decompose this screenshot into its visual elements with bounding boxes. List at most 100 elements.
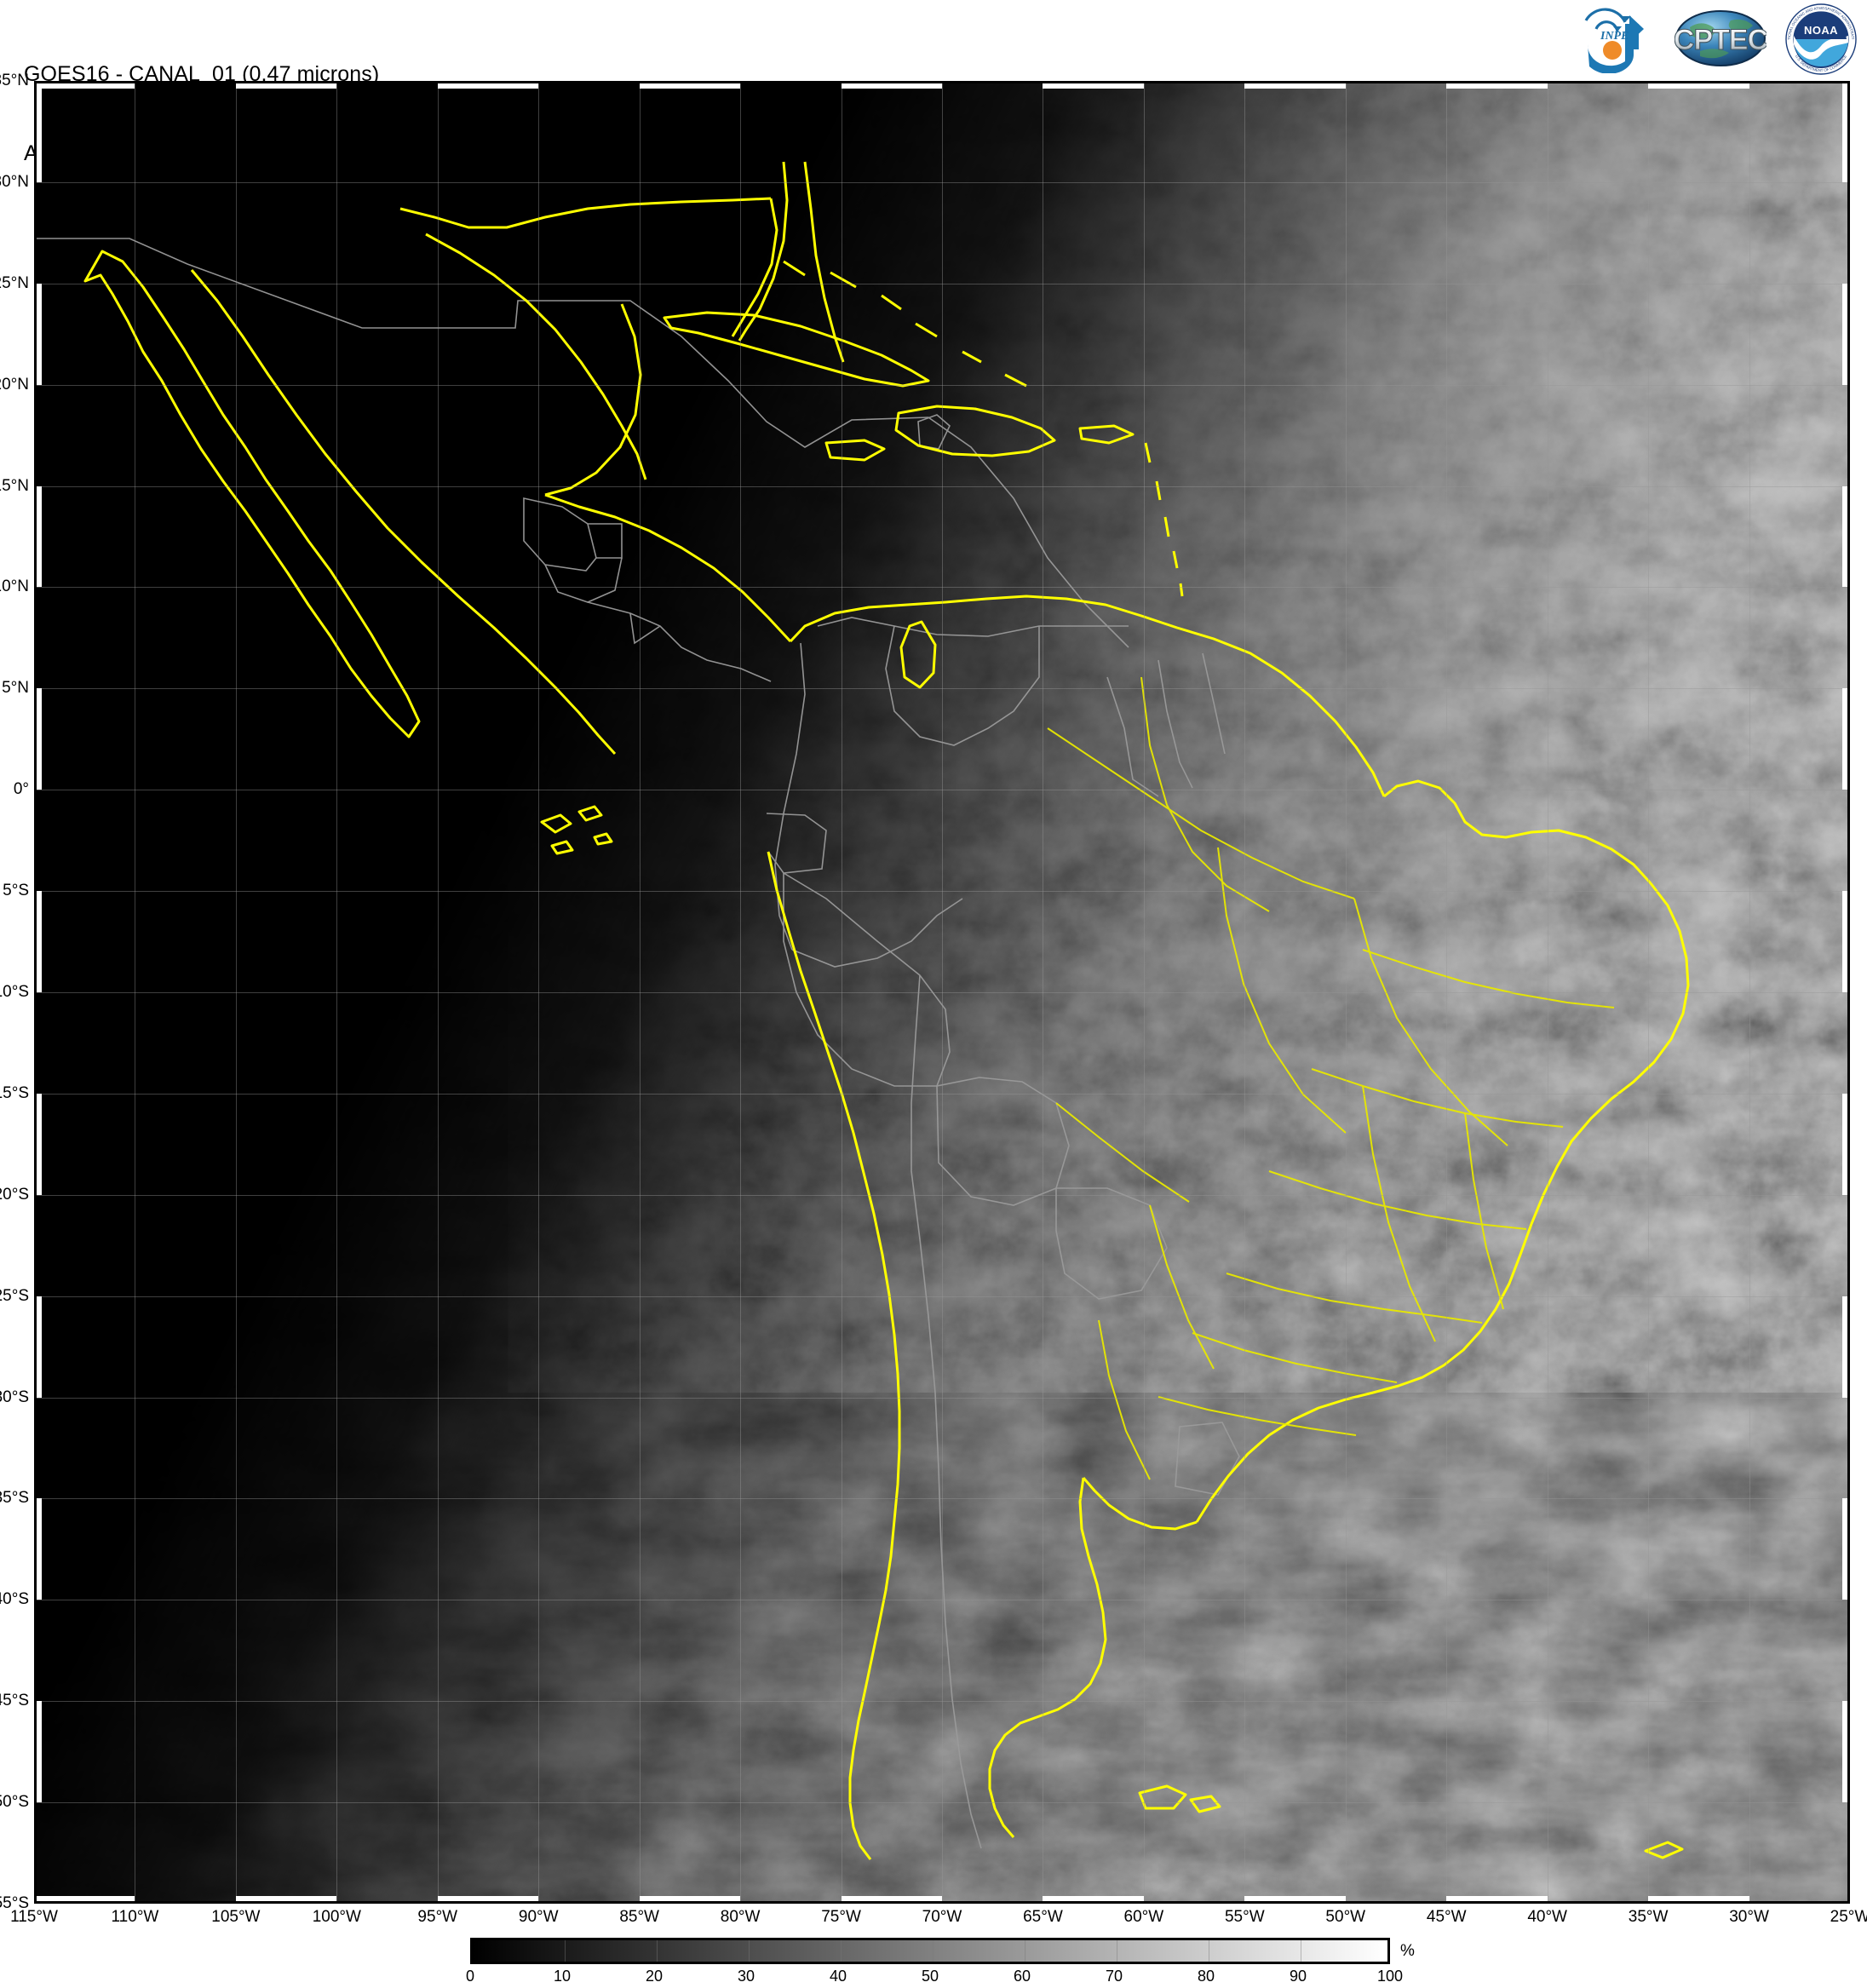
axis-tickbar-top: [34, 81, 1850, 89]
latitude-label: 15°S: [0, 1083, 29, 1102]
tick-segment: [1842, 1093, 1850, 1195]
longitude-label: 25°W: [1830, 1908, 1867, 1926]
colorbar-tick: 60: [1013, 1968, 1031, 1985]
colorbar-tick: 0: [465, 1968, 475, 1985]
tick-segment: [34, 81, 42, 182]
longitude-label: 60°W: [1123, 1908, 1164, 1926]
longitude-label: 40°W: [1527, 1908, 1567, 1926]
longitude-label: 90°W: [518, 1908, 559, 1926]
tick-segment: [437, 1896, 539, 1904]
latitude-label: 5°N: [2, 679, 29, 698]
country-borders: [34, 238, 1240, 1849]
tick-segment: [1842, 1498, 1850, 1600]
latitude-label: 20°N: [0, 375, 29, 394]
longitude-label: 55°W: [1224, 1908, 1265, 1926]
tick-segment: [34, 486, 42, 588]
colorbar-tick: 40: [829, 1968, 847, 1985]
latitude-label: 50°S: [0, 1793, 29, 1812]
axis-tickbar-left: [34, 81, 42, 1904]
colorbar-tick: 70: [1105, 1968, 1123, 1985]
tick-segment: [841, 81, 942, 89]
tick-segment: [34, 283, 42, 385]
tick-segment: [1244, 81, 1346, 89]
colorbar-tick: 20: [645, 1968, 664, 1985]
tick-segment: [1842, 1296, 1850, 1398]
colorbar-gridline: [841, 1940, 842, 1962]
tick-segment: [1842, 81, 1850, 182]
tick-segment: [1043, 1896, 1144, 1904]
latitude-label: 35°S: [0, 1489, 29, 1508]
svg-text:NOAA: NOAA: [1804, 24, 1838, 37]
tick-segment: [437, 81, 539, 89]
svg-text:INPE: INPE: [1600, 30, 1629, 43]
tick-segment: [639, 1896, 741, 1904]
satellite-raster: [34, 81, 1850, 1904]
tick-segment: [34, 1093, 42, 1195]
tick-segment: [34, 1701, 42, 1803]
longitude-axis-labels: 115°W 110°W 105°W 100°W 95°W 90°W 85°W 80°W 75°W…: [10, 1908, 1867, 1932]
colorbar-tick: 80: [1197, 1968, 1215, 1985]
tick-segment: [34, 1498, 42, 1600]
colorbar-tick: 90: [1289, 1968, 1307, 1985]
axis-tickbar-right: [1842, 81, 1850, 1904]
colorbar-tick: 100: [1376, 1968, 1404, 1985]
longitude-label: 105°W: [211, 1908, 261, 1926]
tick-segment: [1842, 486, 1850, 588]
latitude-label: 10°S: [0, 983, 29, 1001]
colorbar-unit-label: %: [1400, 1942, 1415, 1960]
longitude-label: 100°W: [312, 1908, 361, 1926]
svg-text:CPTEC: CPTEC: [1675, 24, 1766, 56]
colorbar-tick-labels: 0 10 20 30 40 50 60 70 80 90 100: [466, 1968, 1403, 1988]
longitude-label: 115°W: [10, 1908, 58, 1926]
longitude-label: 50°W: [1325, 1908, 1366, 1926]
tick-segment: [34, 81, 135, 89]
colorbar-gridline: [657, 1940, 658, 1962]
tick-segment: [1842, 283, 1850, 385]
longitude-label: 95°W: [417, 1908, 458, 1926]
longitude-label: 85°W: [619, 1908, 659, 1926]
coastlines: [83, 161, 1690, 1860]
latitude-label: 5°S: [3, 882, 29, 900]
axis-tickbar-bottom: [34, 1896, 1850, 1904]
longitude-label: 35°W: [1628, 1908, 1669, 1926]
tick-segment: [1244, 1896, 1346, 1904]
colorbar-gridline: [565, 1940, 566, 1962]
colorbar[interactable]: 0 10 20 30 40 50 60 70 80 90 100 %: [0, 1932, 1867, 1985]
tick-segment: [841, 1896, 942, 1904]
cptec-logo: CPTEC: [1673, 3, 1769, 73]
tick-segment: [1648, 1896, 1749, 1904]
tick-segment: [1446, 1896, 1548, 1904]
tick-segment: [34, 1296, 42, 1398]
latitude-label: 25°N: [0, 273, 29, 292]
header: GOES16 - CANAL_01 (0.47 microns) América…: [0, 0, 1867, 165]
colorbar-tick: 10: [553, 1968, 572, 1985]
tick-segment: [34, 891, 42, 992]
tick-segment: [1842, 891, 1850, 992]
map-canvas[interactable]: [34, 81, 1850, 1904]
latitude-axis-labels: 35°N 30°N 25°N 20°N 15°N 10°N 5°N 0° 5°S 10°S 15°S…: [0, 72, 34, 1912]
latitude-label: 20°S: [0, 1185, 29, 1204]
colorbar-gridline: [933, 1940, 934, 1962]
latitude-label: 55°S: [0, 1894, 29, 1912]
latitude-label: 25°S: [0, 1286, 29, 1305]
tick-segment: [1842, 688, 1850, 790]
latitude-label: 40°S: [0, 1590, 29, 1609]
tick-segment: [34, 688, 42, 790]
noaa-logo: NOAA NATIONAL OCEANIC AND ATMOSPHERIC AD…: [1780, 0, 1860, 75]
latitude-label: 35°N: [0, 72, 29, 89]
colorbar-gridline: [749, 1940, 750, 1962]
longitude-label: 45°W: [1426, 1908, 1467, 1926]
latitude-label: 10°N: [0, 577, 29, 596]
longitude-label: 30°W: [1729, 1908, 1769, 1926]
latitude-label: 30°N: [0, 172, 29, 191]
satellite-map-figure[interactable]: [34, 81, 1850, 1904]
longitude-label: 65°W: [1023, 1908, 1063, 1926]
latitude-label: 30°S: [0, 1388, 29, 1406]
tick-segment: [639, 81, 741, 89]
longitude-label: 110°W: [111, 1908, 159, 1926]
tick-segment: [1648, 81, 1749, 89]
colorbar-gradient[interactable]: [470, 1938, 1390, 1964]
tick-segment: [235, 81, 337, 89]
longitude-label: 75°W: [821, 1908, 861, 1926]
latitude-label: 0°: [13, 780, 29, 799]
